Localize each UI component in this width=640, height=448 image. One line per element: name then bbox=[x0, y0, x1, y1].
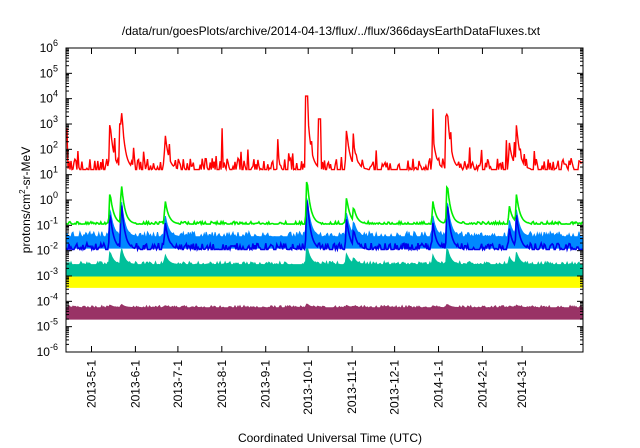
series-band bbox=[66, 245, 583, 277]
x-tick-label: 2014-2-1 bbox=[475, 360, 489, 408]
y-tick-label: 10-6 bbox=[37, 342, 58, 359]
y-tick-label: 10-4 bbox=[37, 291, 58, 308]
y-tick-label: 103 bbox=[40, 114, 58, 131]
series-line bbox=[66, 95, 583, 173]
y-axis: 10-6 10-5 10-4 10-3 10-2 10-1 100 101 102 103 104 1… bbox=[37, 38, 583, 359]
x-tick-label: 2013-10-1 bbox=[301, 360, 315, 415]
series-line bbox=[66, 181, 583, 227]
y-tick-label: 102 bbox=[40, 139, 58, 156]
x-tick-label: 2013-11-1 bbox=[345, 360, 359, 414]
x-tick-label: 2014-3-1 bbox=[515, 360, 529, 408]
x-tick-label: 2013-5-1 bbox=[84, 360, 98, 408]
series-band bbox=[66, 197, 583, 249]
x-axis: 2013-5-1 2013-6-1 2013-7-1 2013-8-1 2013-9-1… bbox=[84, 48, 529, 415]
y-tick-label: 104 bbox=[40, 89, 58, 106]
y-axis-label: protons/cm2-sr-MeV bbox=[18, 147, 33, 253]
y-tick-label: 10-3 bbox=[37, 266, 58, 283]
x-tick-label: 2014-1-1 bbox=[432, 360, 446, 408]
y-tick-label: 106 bbox=[40, 38, 58, 55]
y-tick-label: 105 bbox=[40, 63, 58, 80]
series-line bbox=[66, 200, 583, 253]
plot-area bbox=[65, 47, 584, 353]
series-band bbox=[66, 303, 583, 320]
x-tick-label: 2013-8-1 bbox=[215, 360, 229, 408]
x-axis-label: Coordinated Universal Time (UTC) bbox=[238, 431, 422, 445]
x-tick-label: 2013-6-1 bbox=[128, 360, 142, 408]
y-tick-label: 100 bbox=[40, 190, 58, 207]
x-tick-label: 2013-7-1 bbox=[171, 360, 185, 408]
y-tick-label: 101 bbox=[40, 165, 58, 182]
y-tick-label: 10-1 bbox=[37, 215, 58, 232]
y-tick-label: 10-2 bbox=[37, 241, 58, 258]
x-tick-label: 2013-12-1 bbox=[388, 360, 402, 415]
x-tick-label: 2013-9-1 bbox=[259, 360, 273, 408]
y-tick-label: 10-5 bbox=[37, 317, 58, 334]
chart-title: /data/run/goesPlots/archive/2014-04-13/f… bbox=[122, 24, 541, 38]
